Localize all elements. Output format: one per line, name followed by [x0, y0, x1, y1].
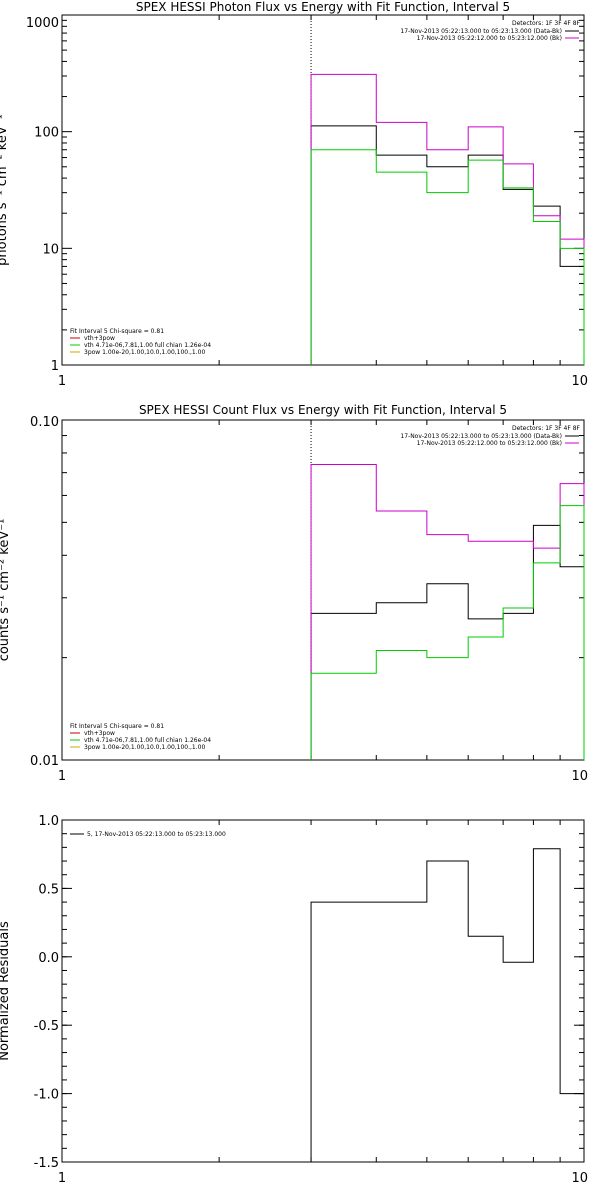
y-tick-label: 0.5 — [38, 882, 59, 897]
y-tick-label: 0.0 — [38, 951, 59, 966]
series-1-line — [310, 524, 585, 760]
chart-title: SPEX HESSI Photon Flux vs Energy with Fi… — [136, 0, 510, 14]
legend-entry: 17-Nov-2013 05:22:13.000 to 05:23:13.000… — [400, 433, 562, 440]
y-tick-label: 0.01 — [30, 754, 59, 769]
series-3-line — [310, 505, 585, 760]
fit-annotation: Fit Interval 5 Chi-square = 0.81 — [70, 723, 164, 730]
chart-title: SPEX HESSI Count Flux vs Energy with Fit… — [139, 403, 507, 417]
y-tick-label: 100 — [34, 126, 59, 141]
y-axis-label: Normalized Residuals — [0, 921, 12, 1061]
y-tick-label: 10 — [42, 242, 59, 257]
series-2-line — [310, 463, 585, 760]
fit-component: vth+3pow — [84, 335, 115, 342]
series-1-line — [310, 848, 585, 1162]
x-tick-label: 1 — [58, 374, 66, 389]
fit-component: vth 4.71e-06,7.81,1.00 full chian 1.26e-… — [84, 342, 211, 349]
fit-component: 3pow 1.00e-20,1.00,10.0,1.00,100.,1.00 — [84, 349, 205, 356]
y-tick-label: -1.5 — [34, 1156, 59, 1171]
x-tick-label: 10 — [571, 374, 588, 389]
fit-annotation: Fit Interval 5 Chi-square = 0.81 — [70, 328, 164, 335]
y-tick-label: -1.0 — [34, 1088, 59, 1103]
fit-component: 3pow 1.00e-20,1.00,10.0,1.00,100.,1.00 — [84, 744, 205, 751]
fit-component: vth 4.71e-06,7.81,1.00 full chian 1.26e-… — [84, 737, 211, 744]
series-1-line — [310, 125, 585, 365]
x-tick-label: 1 — [58, 1171, 66, 1186]
x-tick-label: 10 — [571, 1171, 588, 1186]
y-tick-label: 1 — [51, 359, 59, 374]
panel-3: Normalized Residuals 1.0 0.5 0.0 -0.5 -1.0 -1.… — [0, 814, 588, 1186]
plot-frame — [61, 819, 585, 1163]
legend-entry: 17-Nov-2013 05:22:12.000 to 05:23:12.000… — [417, 35, 562, 42]
series-3-line — [310, 149, 585, 365]
y-axis-label: counts s⁻¹ cm⁻² keV⁻¹ — [0, 519, 12, 662]
series-2-line — [310, 73, 585, 365]
y-tick-label: 1.0 — [38, 814, 59, 829]
plot-frame — [61, 419, 585, 761]
y-tick-label: 0.10 — [30, 415, 59, 430]
fit-component: vth+3pow — [84, 730, 115, 737]
x-tick-label: 1 — [58, 769, 66, 784]
legend-entry: 5, 17-Nov-2013 05:22:13.000 to 05:23:13.… — [87, 831, 226, 838]
panel-2: SPEX HESSI Count Flux vs Energy with Fit… — [0, 403, 588, 784]
x-tick-label: 10 — [571, 769, 588, 784]
panel-1: SPEX HESSI Photon Flux vs Energy with Fi… — [0, 0, 588, 389]
legend-entry: 17-Nov-2013 05:22:12.000 to 05:23:12.000… — [417, 440, 562, 447]
legend-header: Detectors: 1F 3F 4F 8F — [512, 20, 581, 27]
legend-header: Detectors: 1F 3F 4F 8F — [512, 425, 581, 432]
y-tick-label: 1000 — [26, 16, 59, 31]
plot-frame — [61, 14, 585, 366]
legend-entry: 17-Nov-2013 05:22:13.000 to 05:23:13.000… — [400, 28, 562, 35]
y-tick-label: -0.5 — [34, 1019, 59, 1034]
y-axis-label: photons s⁻¹ cm⁻² keV⁻¹ — [0, 114, 10, 266]
